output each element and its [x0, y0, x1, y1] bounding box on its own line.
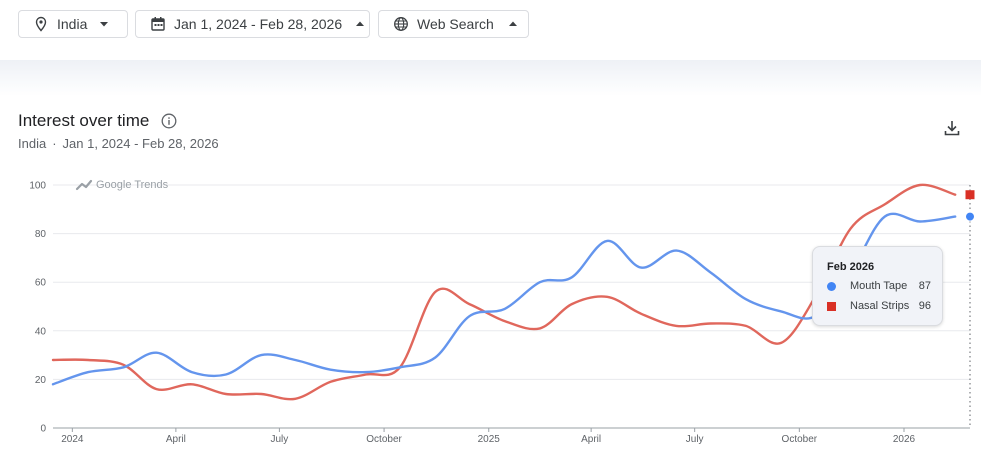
- search-type-label: Web Search: [417, 16, 494, 32]
- nasal-strips-line: [51, 183, 957, 401]
- x-tick-label: October: [782, 434, 818, 445]
- filter-bar: India Jan 1, 2024 - Feb 28, 2026 Web Sea…: [0, 0, 981, 60]
- chart-title: Interest over time: [18, 111, 150, 130]
- date-range-label: Jan 1, 2024 - Feb 28, 2026: [174, 16, 343, 32]
- y-tick-label: 20: [35, 375, 47, 386]
- download-icon[interactable]: [943, 119, 961, 137]
- mouth-tape-hover-marker: [965, 211, 975, 222]
- subtitle-separator: ·: [52, 136, 57, 151]
- nasal-strips-legend-marker: [827, 301, 836, 311]
- y-tick-label: 100: [29, 181, 46, 192]
- caret-down-icon: [99, 19, 109, 29]
- subtitle-region: India: [18, 136, 47, 151]
- caret-up-icon: [355, 19, 365, 29]
- region-filter[interactable]: India: [18, 10, 128, 38]
- x-tick-label: 2024: [61, 434, 84, 445]
- chart-subtitle: India · Jan 1, 2024 - Feb 28, 2026: [18, 136, 219, 151]
- x-tick-label: April: [166, 434, 186, 445]
- tooltip-label: Mouth Tape: [850, 280, 908, 292]
- x-tick-label: April: [581, 434, 601, 445]
- interest-chart: 0 20 40 60 80 100 2024 April July October 2025 Apri…: [29, 179, 975, 445]
- trend-line-icon: [75, 179, 93, 191]
- y-tick-label: 0: [40, 424, 46, 435]
- date-range-filter[interactable]: Jan 1, 2024 - Feb 28, 2026: [135, 10, 370, 38]
- y-tick-label: 40: [35, 326, 47, 337]
- tooltip-value: 87: [918, 280, 931, 292]
- y-tick-label: 60: [35, 278, 47, 289]
- region-filter-label: India: [57, 16, 88, 32]
- caret-up-icon: [508, 19, 518, 29]
- subtitle-range: Jan 1, 2024 - Feb 28, 2026: [62, 136, 219, 151]
- tooltip-value: 96: [918, 300, 931, 312]
- tooltip-row-nasal-strips: Nasal Strips 96: [827, 299, 931, 313]
- hover-tooltip: Feb 2026 Mouth Tape 87 Nasal Strips 96: [812, 246, 943, 326]
- mouth-tape-legend-marker: [827, 281, 836, 291]
- search-type-filter[interactable]: Web Search: [378, 10, 529, 38]
- x-tick-label: 2025: [478, 434, 501, 445]
- x-tick-label: July: [686, 434, 704, 445]
- mouth-tape-line: [51, 212, 957, 386]
- location-pin-icon: [33, 16, 49, 32]
- x-tick-label: 2026: [893, 434, 916, 445]
- tooltip-label: Nasal Strips: [850, 300, 910, 312]
- nasal-strips-hover-marker: [965, 190, 975, 200]
- info-icon[interactable]: [161, 113, 177, 129]
- x-tick-label: October: [366, 434, 402, 445]
- calendar-icon: [150, 16, 166, 32]
- globe-icon: [393, 16, 409, 32]
- watermark-text: Google Trends: [96, 179, 169, 191]
- header-divider-band: [0, 60, 981, 96]
- x-tick-label: July: [271, 434, 289, 445]
- tooltip-row-mouth-tape: Mouth Tape 87: [827, 279, 931, 293]
- tooltip-title: Feb 2026: [827, 261, 875, 273]
- google-trends-watermark: Google Trends: [75, 179, 169, 191]
- y-tick-label: 80: [35, 229, 47, 240]
